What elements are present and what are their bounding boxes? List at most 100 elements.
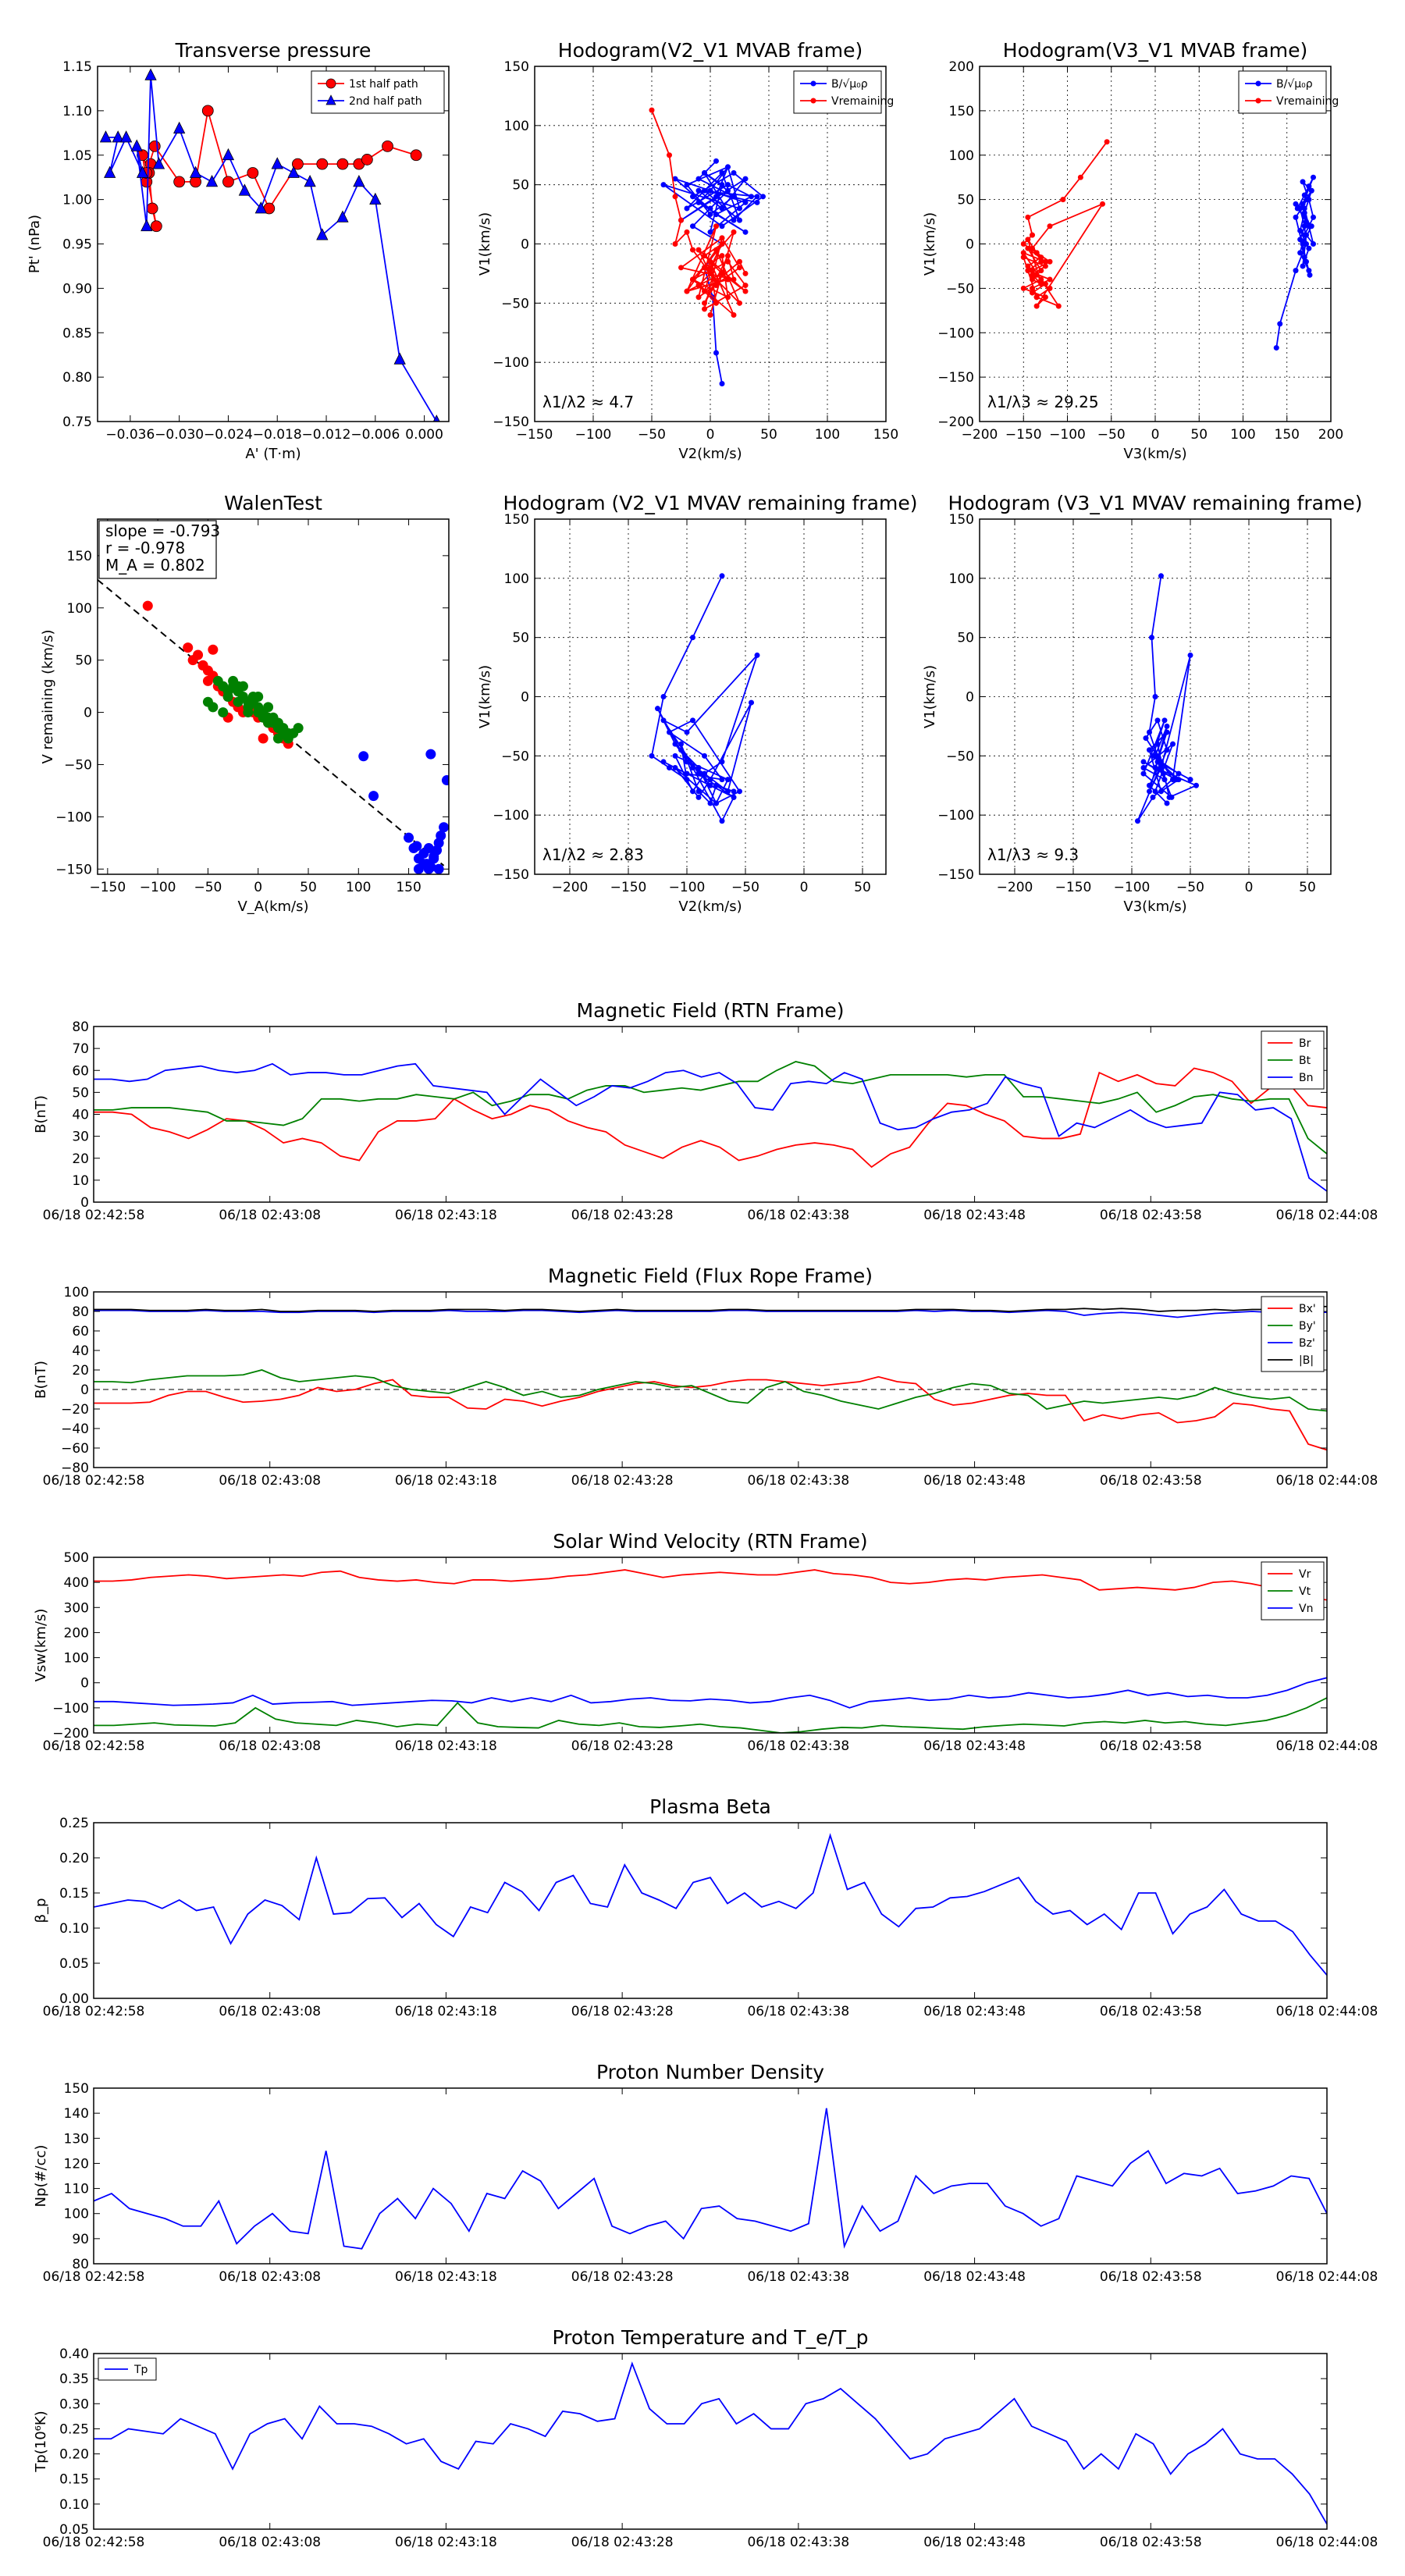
x-tick-label: 06/18 02:43:08 — [219, 1473, 321, 1489]
x-tick-label: 150 — [396, 880, 421, 895]
y-tick-label: 0.95 — [62, 237, 92, 253]
data-point — [1301, 205, 1307, 212]
x-tick-label: 06/18 02:43:38 — [747, 1738, 849, 1754]
x-tick-label: 06/18 02:43:58 — [1100, 2004, 1202, 2019]
y-tick-label: 50 — [512, 631, 529, 646]
data-point — [201, 105, 214, 117]
data-layer — [99, 68, 440, 422]
data-point — [695, 283, 702, 289]
y-tick-label: 80 — [72, 1019, 89, 1035]
data-point — [742, 288, 749, 294]
y-tick-label: −150 — [493, 415, 529, 430]
data-point — [754, 194, 760, 200]
x-axis-label: V_A(km/s) — [237, 898, 308, 915]
series-line-0 — [1136, 575, 1198, 822]
series-line-1 — [105, 75, 438, 422]
data-point — [725, 777, 731, 783]
x-tick-label: 06/18 02:43:18 — [395, 1208, 497, 1223]
data-point — [1025, 214, 1031, 220]
x-tick-label: 06/18 02:43:58 — [1100, 1208, 1202, 1223]
y-tick-label: 200 — [949, 59, 974, 75]
data-point — [222, 148, 235, 161]
x-tick-label: 150 — [873, 427, 898, 443]
data-point — [99, 130, 112, 143]
y-tick-label: 60 — [72, 1063, 89, 1079]
x-tick-label: 06/18 02:43:48 — [923, 2535, 1026, 2550]
y-tick-label: 0.35 — [59, 2371, 89, 2387]
data-point — [742, 270, 749, 276]
data-point — [737, 300, 742, 306]
data-point — [672, 753, 678, 759]
data-point — [429, 853, 439, 864]
x-tick-label: 100 — [815, 427, 840, 443]
data-layer — [94, 1569, 1327, 1733]
x-tick-label: −200 — [962, 427, 998, 443]
data-point — [189, 165, 202, 178]
y-tick-label: 0.25 — [59, 2421, 89, 2437]
data-point — [1020, 250, 1026, 256]
data-point — [1147, 782, 1152, 788]
data-point — [690, 247, 695, 253]
data-point — [731, 788, 737, 795]
data-point — [690, 635, 695, 641]
x-tick-label: 06/18 02:43:28 — [571, 2535, 674, 2550]
data-point — [684, 770, 690, 777]
chart-plasma-beta: 0.00 0.05 0.10 0.15 0.20 0.25 06/18 02:42:58 06… — [33, 1795, 1378, 2019]
legend-label: Vremaining — [1276, 95, 1339, 108]
y-tick-label: 140 — [64, 2106, 89, 2122]
data-point — [393, 352, 406, 365]
y-tick-label: −100 — [493, 355, 529, 371]
x-tick-label: 06/18 02:42:58 — [43, 2269, 145, 2285]
plot-frame — [93, 1026, 1328, 1203]
data-point — [112, 130, 124, 143]
chart-title: Proton Temperature and T_e/T_p — [552, 2326, 868, 2349]
series-line-0 — [94, 1067, 1327, 1169]
x-tick-label: 06/18 02:43:38 — [747, 2004, 849, 2019]
data-point — [1176, 770, 1182, 777]
y-tick-label: −20 — [61, 1402, 89, 1418]
legend-label: B/√μ₀ρ — [831, 78, 868, 91]
data-point — [713, 223, 719, 229]
data-point — [1154, 759, 1161, 765]
x-tick-label: 06/18 02:43:38 — [747, 2535, 849, 2550]
x-tick-label: 50 — [760, 427, 777, 443]
data-point — [1304, 258, 1309, 265]
data-point — [1033, 303, 1040, 309]
data-point — [731, 170, 737, 176]
y-tick-label: 20 — [72, 1151, 89, 1167]
plot-frame — [93, 2353, 1328, 2530]
chart-magnetic-field-rtn: 0 10 20 30 40 50 60 70 80 06/18 02:42:58 06/18 02:… — [33, 999, 1378, 1223]
data-point — [1025, 263, 1031, 269]
y-tick-label: −50 — [946, 749, 974, 764]
legend-label: Tp — [133, 2364, 148, 2376]
data-point — [1030, 232, 1035, 238]
data-point — [713, 194, 719, 200]
data-point — [1042, 281, 1048, 287]
data-point — [238, 183, 251, 196]
series-line-1 — [94, 1697, 1327, 1733]
x-tick-label: 0 — [1245, 880, 1254, 895]
data-point — [1147, 729, 1152, 735]
data-point — [411, 841, 422, 852]
data-point — [695, 187, 702, 194]
x-tick-label: 0 — [800, 880, 809, 895]
series-line-0 — [94, 1569, 1327, 1601]
data-point — [725, 276, 731, 283]
data-point — [423, 843, 434, 854]
y-tick-label: 20 — [72, 1363, 89, 1379]
chart-hodogram-v2-v1-mvav: −200 −150 −100 −50 0 50 −150 −100 −50 0 50 100 150Ho… — [477, 492, 917, 915]
chart-solar-wind-velocity: −200 −100 0 100 200 300 400 500 06/18 02:42:58 06… — [33, 1530, 1378, 1754]
y-tick-label: 300 — [64, 1600, 89, 1616]
data-point — [684, 729, 690, 735]
x-tick-label: 06/18 02:42:58 — [43, 1208, 145, 1223]
data-point — [254, 201, 267, 214]
y-tick-label: −80 — [61, 1461, 89, 1476]
data-point — [695, 247, 702, 253]
chart-proton-temperature: 0.05 0.10 0.15 0.20 0.25 0.30 0.35 0.40 06/18 02… — [33, 2326, 1378, 2550]
x-tick-label: 06/18 02:44:08 — [1276, 1208, 1378, 1223]
y-tick-label: 150 — [67, 549, 92, 564]
y-tick-label: −100 — [52, 1701, 89, 1717]
y-tick-label: 80 — [72, 2257, 89, 2272]
data-point — [1293, 268, 1299, 274]
legend-label: Bn — [1299, 1072, 1313, 1084]
